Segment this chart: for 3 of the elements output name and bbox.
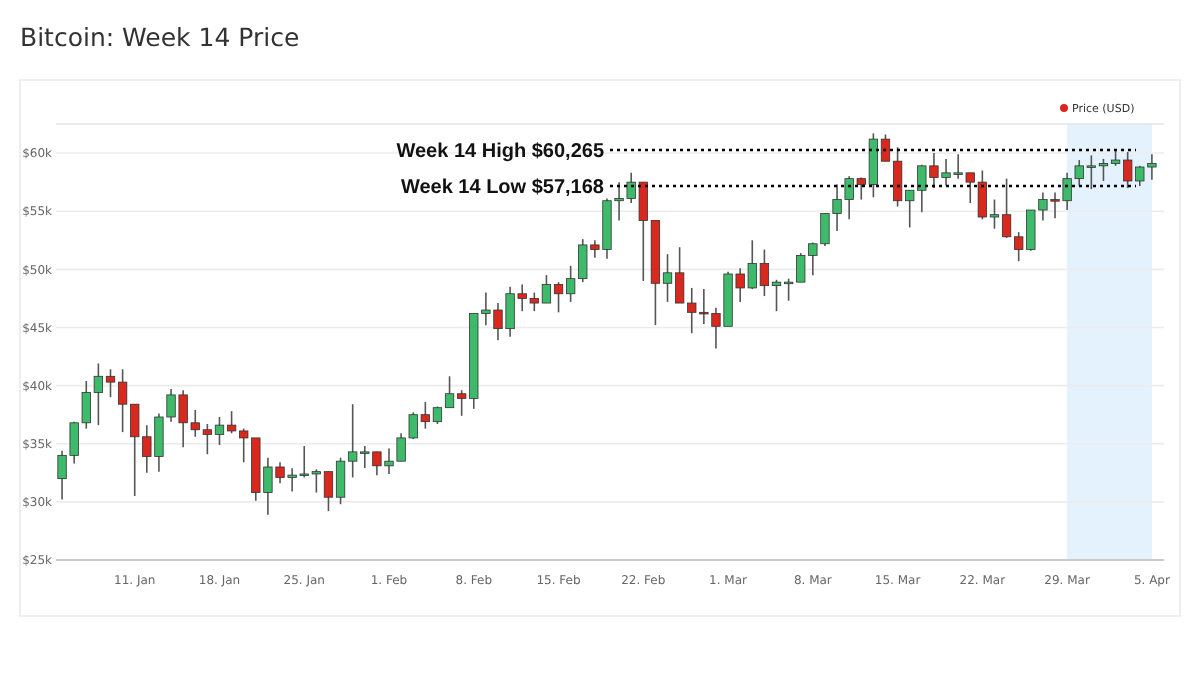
ref-line-label: Week 14 Low $57,168 [400,176,605,199]
chart-title: Bitcoin: Week 14 Price [20,22,300,52]
ref-line-label: Week 14 High $60,265 [396,140,605,163]
